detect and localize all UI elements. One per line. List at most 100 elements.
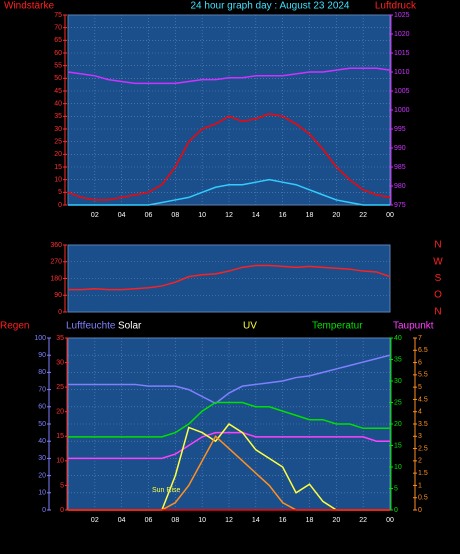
x-tick-label: 06 — [145, 517, 153, 524]
y-tick-label: 360 — [50, 242, 62, 249]
x-tick-label: 10 — [198, 212, 206, 219]
y-tick-label: 3.5 — [418, 421, 428, 428]
y-tick-label: 1025 — [394, 12, 410, 19]
direction-label: S — [435, 273, 442, 284]
y-tick-label: 1005 — [394, 88, 410, 95]
series-line — [68, 178, 390, 206]
legend-label: UV — [243, 321, 257, 332]
y-tick-label: 100 — [34, 335, 46, 342]
y-tick-label: 5.5 — [418, 372, 428, 379]
y-tick-label: 20 — [394, 421, 402, 428]
series-line — [67, 67, 391, 85]
direction-label: O — [434, 290, 442, 301]
x-tick-label: 18 — [306, 212, 314, 219]
series-line — [67, 113, 391, 201]
y-tick-label: 6 — [418, 359, 422, 366]
y-tick-label: 6.5 — [418, 347, 428, 354]
y-tick-label: 975 — [394, 202, 406, 209]
y-tick-label: 985 — [394, 164, 406, 171]
x-tick-label: 14 — [252, 517, 260, 524]
y-tick-label: 25 — [54, 139, 62, 146]
y-tick-label: 75 — [54, 12, 62, 19]
y-tick-label: 10 — [56, 458, 64, 465]
y-tick-label: 0 — [58, 309, 62, 316]
direction-label: N — [434, 240, 441, 251]
y-tick-label: 40 — [54, 101, 62, 108]
plot-area — [67, 14, 391, 206]
x-tick-label: 16 — [279, 212, 287, 219]
y-tick-label: 25 — [56, 384, 64, 391]
y-tick-label: 5 — [394, 485, 398, 492]
x-tick-label: 00 — [386, 212, 394, 219]
y-tick-label: 10 — [38, 490, 46, 497]
x-tick-label: 04 — [118, 212, 126, 219]
x-tick-label: 08 — [171, 517, 179, 524]
series-line — [68, 431, 390, 460]
y-tick-label: 40 — [38, 438, 46, 445]
x-tick-label: 20 — [332, 212, 340, 219]
y-tick-label: 20 — [38, 472, 46, 479]
legend-label: Regen — [0, 321, 29, 332]
y-tick-label: 2.5 — [418, 445, 428, 452]
y-tick-label: 1000 — [394, 107, 410, 114]
series-line — [68, 354, 391, 405]
y-tick-label: 10 — [394, 464, 402, 471]
plot-area — [67, 244, 391, 313]
x-tick-label: 22 — [359, 212, 367, 219]
y-tick-label: 50 — [38, 421, 46, 428]
x-tick-label: 08 — [171, 212, 179, 219]
y-tick-label: 30 — [54, 126, 62, 133]
y-tick-label: 30 — [394, 378, 402, 385]
x-tick-label: 14 — [252, 212, 260, 219]
y-axis-title: Windstärke — [4, 1, 54, 12]
title: 24 hour graph day : August 23 2024 — [190, 1, 349, 12]
direction-label: N — [434, 306, 441, 317]
y-tick-label: 180 — [50, 275, 62, 282]
y-tick-label: 70 — [54, 25, 62, 32]
y-tick-label: 995 — [394, 126, 406, 133]
y-tick-label: 5 — [58, 189, 62, 196]
y-tick-label: 0 — [58, 202, 62, 209]
y-tick-label: 20 — [54, 151, 62, 158]
x-tick-label: 06 — [145, 212, 153, 219]
y-tick-label: 90 — [54, 292, 62, 299]
x-tick-label: 12 — [225, 212, 233, 219]
x-tick-label: 16 — [279, 517, 287, 524]
y-tick-label: 35 — [394, 356, 402, 363]
x-tick-label: 22 — [359, 517, 367, 524]
x-tick-label: 12 — [225, 517, 233, 524]
y-tick-label: 10 — [54, 177, 62, 184]
y-tick-label: 3 — [418, 433, 422, 440]
series-line — [68, 401, 390, 438]
y-tick-label: 980 — [394, 183, 406, 190]
direction-label: W — [433, 256, 443, 267]
y-tick-label: 80 — [38, 369, 46, 376]
y-tick-label: 20 — [56, 409, 64, 416]
legend-label: Luftfeuchte — [66, 321, 116, 332]
legend-label: Solar — [118, 321, 142, 332]
x-tick-label: 02 — [91, 517, 99, 524]
y-tick-label: 990 — [394, 145, 406, 152]
y2-axis-title: Luftdruck — [375, 1, 417, 12]
x-tick-label: 04 — [118, 517, 126, 524]
y-tick-label: 30 — [56, 359, 64, 366]
y-tick-label: 35 — [56, 335, 64, 342]
y-tick-label: 5 — [60, 482, 64, 489]
y-tick-label: 45 — [54, 88, 62, 95]
y-tick-label: 60 — [38, 404, 46, 411]
y-tick-label: 2 — [418, 458, 422, 465]
y-tick-label: 30 — [38, 455, 46, 462]
y-tick-label: 1020 — [394, 31, 410, 38]
y-tick-label: 65 — [54, 37, 62, 44]
y-tick-label: 1015 — [394, 50, 410, 57]
y-tick-label: 0 — [60, 507, 64, 514]
y-tick-label: 15 — [54, 164, 62, 171]
legend-label: Temperatur — [312, 321, 363, 332]
y-tick-label: 0 — [42, 507, 46, 514]
y-tick-label: 55 — [54, 63, 62, 70]
x-tick-label: 20 — [332, 517, 340, 524]
y-tick-label: 70 — [38, 386, 46, 393]
y-tick-label: 50 — [54, 75, 62, 82]
y-tick-label: 270 — [50, 259, 62, 266]
